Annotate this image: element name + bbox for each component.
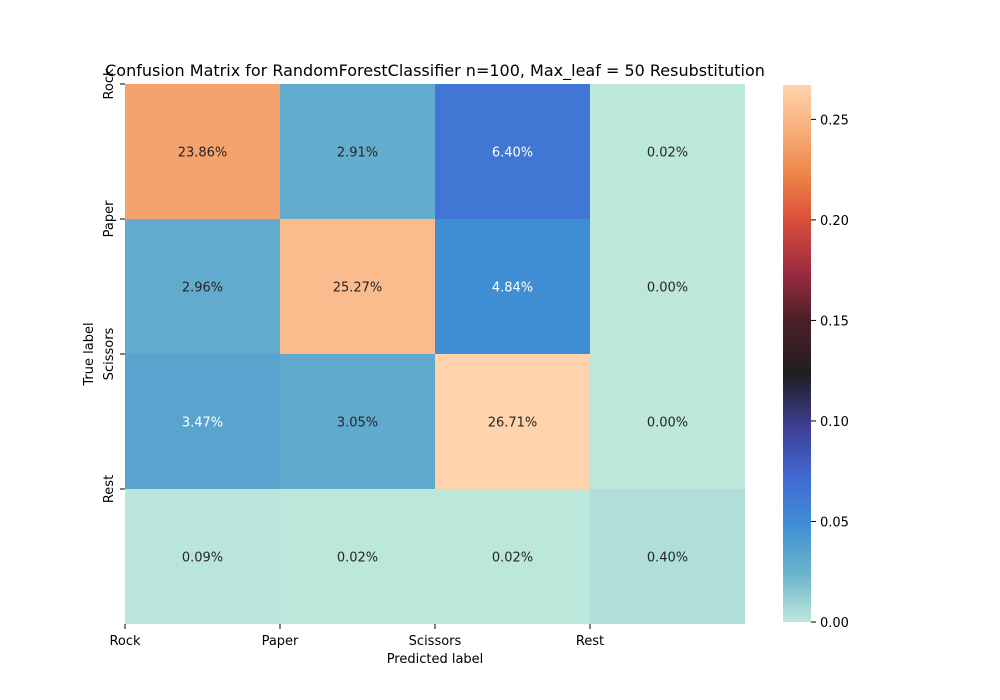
cell-value-label: 4.84%	[492, 281, 533, 296]
heatmap-cell	[590, 354, 745, 489]
cell-value-label: 3.47%	[182, 416, 223, 431]
colorbar-tick-label: 0.15	[820, 314, 849, 329]
x-tick-label: Scissors	[409, 634, 462, 649]
cell-value-label: 6.40%	[492, 146, 533, 161]
cell-value-label: 0.40%	[647, 551, 688, 566]
colorbar-tick-label: 0.20	[820, 214, 849, 229]
cell-value-label: 26.71%	[488, 416, 538, 431]
heatmap-cell	[125, 354, 280, 489]
cell-value-label: 23.86%	[178, 146, 228, 161]
y-axis-ticks: Rock Paper Scissors Rest	[102, 68, 125, 503]
colorbar-ticks: 0.00 0.05 0.10 0.15 0.20 0.25	[811, 113, 849, 631]
heatmap-cell	[590, 84, 745, 219]
cell-value-label: 0.00%	[647, 281, 688, 296]
colorbar-tick-label: 0.00	[820, 616, 849, 631]
heatmap-cell	[125, 489, 280, 624]
cell-value-label: 0.02%	[492, 551, 533, 566]
y-tick-label: Rest	[102, 475, 117, 503]
colorbar-tick-label: 0.05	[820, 515, 849, 530]
heatmap-cell	[280, 489, 435, 624]
colorbar	[783, 85, 811, 622]
heatmap-cell	[590, 489, 745, 624]
chart-title: Confusion Matrix for RandomForestClassif…	[105, 61, 765, 81]
heatmap-cell	[125, 84, 280, 219]
heatmap-cell	[435, 489, 590, 624]
cell-value-label: 0.02%	[647, 146, 688, 161]
heatmap-cell	[125, 219, 280, 354]
heatmap-cell	[435, 84, 590, 219]
cell-value-label: 2.96%	[182, 281, 223, 296]
y-tick-label: Rock	[102, 68, 117, 100]
x-tick-label: Paper	[262, 634, 299, 649]
heatmap-cell-labels: 23.86% 2.91% 6.40% 0.02% 2.96% 25.27% 4.84% 0.0…	[178, 146, 688, 566]
heatmap-cell	[280, 84, 435, 219]
cell-value-label: 0.02%	[337, 551, 378, 566]
cell-value-label: 2.91%	[337, 146, 378, 161]
heatmap-cells	[125, 84, 745, 624]
cell-value-label: 3.05%	[337, 416, 378, 431]
colorbar-tick-label: 0.10	[820, 415, 849, 430]
heatmap-cell	[590, 219, 745, 354]
y-tick-label: Scissors	[102, 327, 117, 380]
heatmap-cell	[280, 219, 435, 354]
heatmap-cell	[435, 219, 590, 354]
y-tick-label: Paper	[102, 200, 117, 237]
x-axis-label: Predicted label	[387, 652, 484, 667]
colorbar-tick-label: 0.25	[820, 113, 849, 128]
heatmap-cell	[435, 354, 590, 489]
cell-value-label: 0.09%	[182, 551, 223, 566]
y-axis-label: True label	[82, 322, 97, 386]
heatmap-cell	[280, 354, 435, 489]
x-tick-label: Rest	[576, 634, 604, 649]
x-tick-label: Rock	[109, 634, 141, 649]
cell-value-label: 0.00%	[647, 416, 688, 431]
x-axis-ticks: Rock Paper Scissors Rest	[109, 624, 604, 649]
cell-value-label: 25.27%	[333, 281, 383, 296]
